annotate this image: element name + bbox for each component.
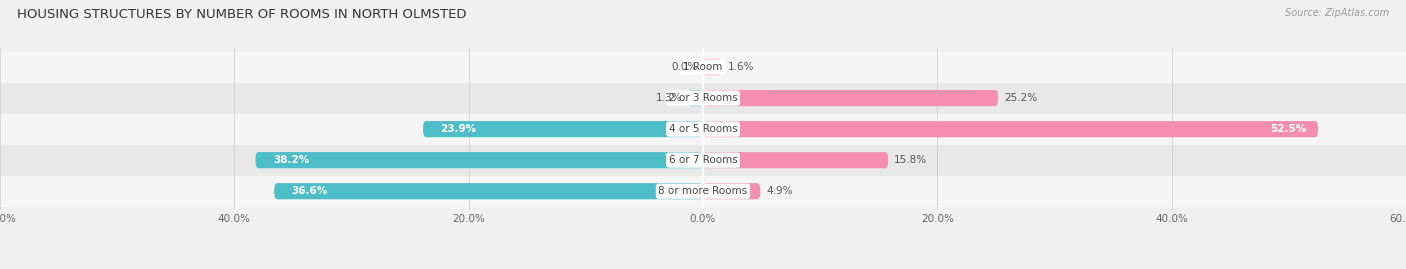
Text: 0.0%: 0.0% — [671, 62, 697, 72]
FancyBboxPatch shape — [703, 90, 998, 106]
FancyBboxPatch shape — [274, 183, 703, 199]
Text: 38.2%: 38.2% — [273, 155, 309, 165]
Text: 1.3%: 1.3% — [655, 93, 682, 103]
Text: 25.2%: 25.2% — [1004, 93, 1038, 103]
Text: 15.8%: 15.8% — [894, 155, 927, 165]
FancyBboxPatch shape — [703, 59, 721, 75]
FancyBboxPatch shape — [703, 152, 889, 168]
Text: Source: ZipAtlas.com: Source: ZipAtlas.com — [1285, 8, 1389, 18]
Text: 6 or 7 Rooms: 6 or 7 Rooms — [669, 155, 737, 165]
Text: 1.6%: 1.6% — [728, 62, 754, 72]
Text: HOUSING STRUCTURES BY NUMBER OF ROOMS IN NORTH OLMSTED: HOUSING STRUCTURES BY NUMBER OF ROOMS IN… — [17, 8, 467, 21]
FancyBboxPatch shape — [423, 121, 703, 137]
Bar — [0, 52, 1406, 83]
Text: 4 or 5 Rooms: 4 or 5 Rooms — [669, 124, 737, 134]
Text: 1 Room: 1 Room — [683, 62, 723, 72]
FancyBboxPatch shape — [703, 121, 1319, 137]
Text: 36.6%: 36.6% — [292, 186, 328, 196]
Text: 2 or 3 Rooms: 2 or 3 Rooms — [669, 93, 737, 103]
Bar — [0, 114, 1406, 145]
FancyBboxPatch shape — [688, 90, 703, 106]
Bar — [0, 83, 1406, 114]
Bar — [0, 145, 1406, 176]
Text: 52.5%: 52.5% — [1270, 124, 1306, 134]
Text: 23.9%: 23.9% — [440, 124, 477, 134]
FancyBboxPatch shape — [256, 152, 703, 168]
Text: 4.9%: 4.9% — [766, 186, 793, 196]
FancyBboxPatch shape — [703, 183, 761, 199]
Bar — [0, 176, 1406, 207]
Text: 8 or more Rooms: 8 or more Rooms — [658, 186, 748, 196]
